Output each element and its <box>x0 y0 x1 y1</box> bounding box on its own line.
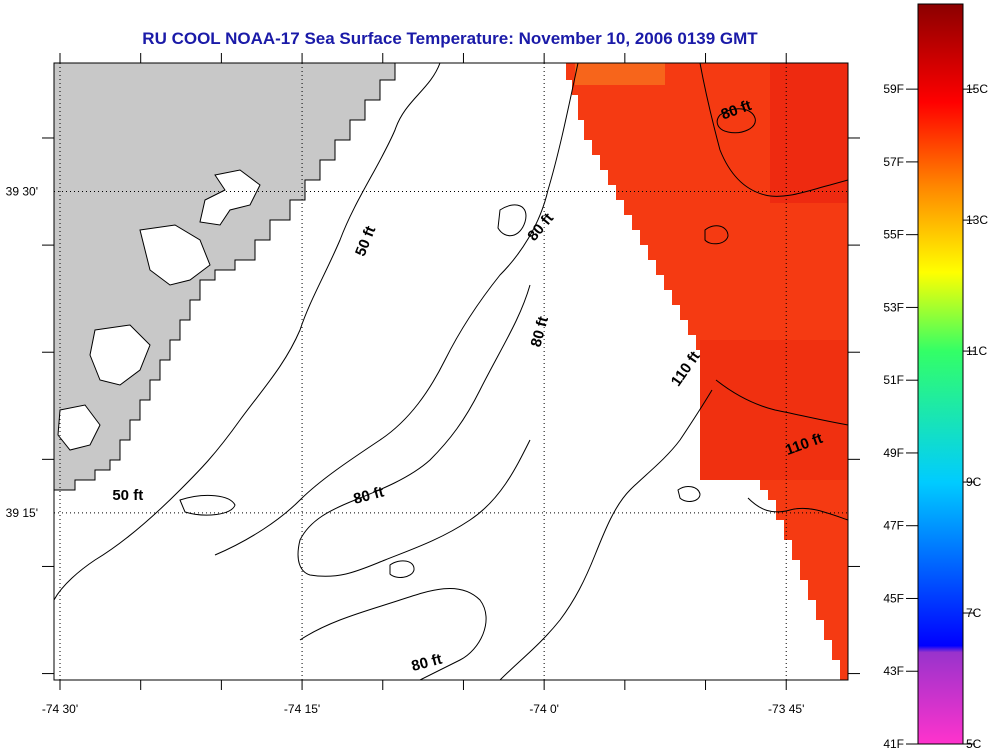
colorbar-label-f: 45F <box>883 591 904 605</box>
contour-80ft-north <box>214 63 579 556</box>
lat-label: 39 15' <box>6 506 38 520</box>
contour-feature <box>716 108 756 134</box>
lon-label: -74 15' <box>284 702 320 716</box>
contour-50ft <box>54 63 441 601</box>
colorbar-label-f: 59F <box>883 82 904 96</box>
sst-data-region <box>566 63 848 680</box>
lon-label: -74 30' <box>42 702 78 716</box>
contour-deep-east <box>715 379 848 426</box>
colorbar-label-f: 57F <box>883 155 904 169</box>
sst-cool-patch <box>770 63 848 203</box>
contour-feature <box>677 486 701 502</box>
colorbar-label-c: 13C <box>966 213 988 227</box>
contour-feature <box>497 204 527 237</box>
barnegat-bay <box>199 169 261 226</box>
colorbar-label-f: 41F <box>883 737 904 751</box>
contour-80ft-east <box>699 63 848 197</box>
map-title: RU COOL NOAA-17 Sea Surface Temperature:… <box>142 29 758 48</box>
plot-frame <box>53 62 849 681</box>
colorbar-label-f: 51F <box>883 373 904 387</box>
great-bay <box>89 324 151 386</box>
lon-label: -73 45' <box>768 702 804 716</box>
land-new-jersey <box>54 63 396 491</box>
colorbar-label-f: 53F <box>883 300 904 314</box>
colorbar-label-f: 55F <box>883 228 904 242</box>
contour-110ft-east <box>747 497 848 521</box>
back-bay <box>139 224 211 286</box>
sst-warm-patch <box>575 63 665 85</box>
depth-contours <box>54 63 848 680</box>
colorbar-label-f: 43F <box>883 664 904 678</box>
colorbar-label-c: 15C <box>966 82 988 96</box>
colorbar-label-c: 11C <box>966 344 987 358</box>
contour-feature <box>704 225 729 245</box>
contour-feature <box>389 560 415 578</box>
axis-ticks <box>42 53 860 690</box>
contour-110ft <box>499 389 713 680</box>
colorbar-label-f: 49F <box>883 446 904 460</box>
latitude-labels: 39 30' 39 15' <box>6 185 38 520</box>
lat-label: 39 30' <box>6 185 38 199</box>
contour-label: 50 ft <box>112 487 143 504</box>
longitude-labels: -74 30' -74 15' -74 0' -73 45' <box>42 702 805 716</box>
colorbar-label-f: 47F <box>883 519 904 533</box>
inlet-marsh <box>57 404 101 451</box>
contour-80ft-south <box>299 587 487 680</box>
colorbar <box>917 3 964 745</box>
contour-feature <box>179 494 236 516</box>
colorbar-ticks <box>906 88 975 745</box>
lon-label: -74 0' <box>529 702 559 716</box>
contour-80ft-bank <box>297 284 531 577</box>
graticule <box>54 63 848 680</box>
colorbar-fahrenheit-labels: 41F 43F 45F 47F 49F 51F 53F 55F 57F 59F <box>883 82 904 751</box>
